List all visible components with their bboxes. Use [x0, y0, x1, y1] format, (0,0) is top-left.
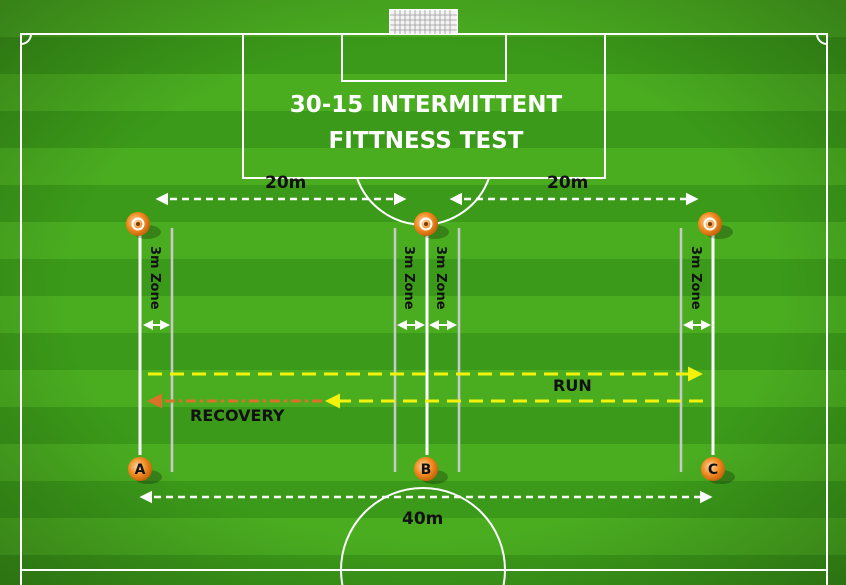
- cone-c-label: C: [708, 462, 718, 478]
- run-arrows: [148, 366, 703, 409]
- cone-marker-top-left: [126, 212, 161, 239]
- distance-label-right: 20m: [547, 173, 588, 193]
- cone-a: A: [128, 457, 162, 484]
- goal-net: [389, 9, 458, 35]
- distance-label-left: 20m: [265, 173, 306, 193]
- zone-label-b-right: 3m Zone: [433, 246, 448, 310]
- cone-marker-top-right: [698, 212, 733, 239]
- zone-lines: [170, 228, 683, 472]
- title-line-1: 30-15 INTERMITTENT: [290, 92, 563, 118]
- title-line-2: FITTNESS TEST: [329, 128, 524, 154]
- cone-a-label: A: [135, 462, 146, 478]
- zone-label-b-left: 3m Zone: [401, 246, 416, 310]
- cone-c: C: [701, 457, 735, 484]
- zone-label-a: 3m Zone: [147, 246, 162, 310]
- zone-label-c: 3m Zone: [688, 246, 703, 310]
- run-label: RUN: [553, 376, 592, 395]
- distance-label-bottom: 40m: [402, 509, 443, 529]
- cone-marker-top-center: [414, 212, 449, 239]
- turn-lines: [138, 232, 715, 455]
- cone-b: B: [414, 457, 448, 484]
- recovery-label: RECOVERY: [190, 406, 285, 425]
- cone-b-label: B: [421, 462, 432, 478]
